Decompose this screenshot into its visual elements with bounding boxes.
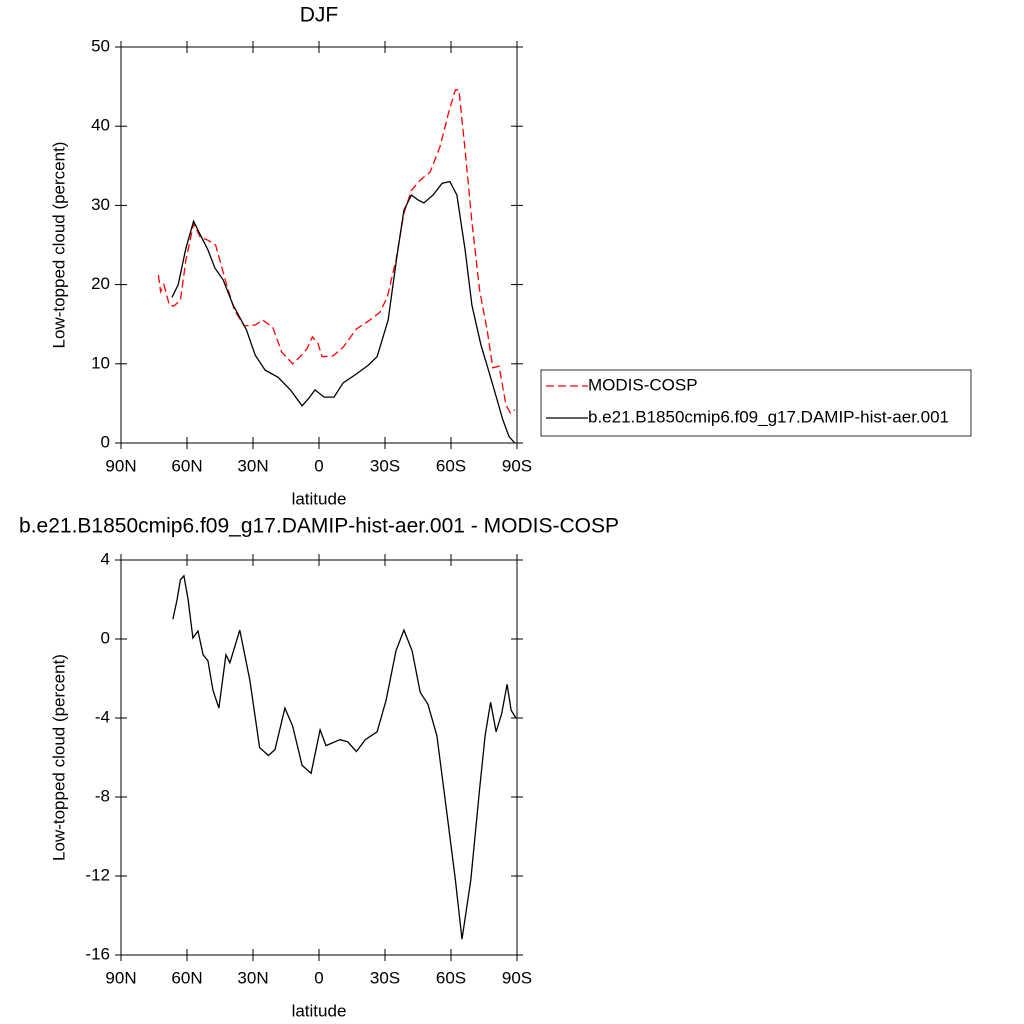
x-tick-label: 60N xyxy=(171,968,202,987)
y-tick-label: 30 xyxy=(91,195,110,214)
x-tick-label: 0 xyxy=(314,968,323,987)
chart-title: DJF xyxy=(300,4,339,27)
y-axis-label: Low-topped cloud (percent) xyxy=(49,654,68,861)
x-axis-label: latitude xyxy=(292,1001,347,1020)
x-tick-label: 60S xyxy=(436,456,466,475)
plot-frame xyxy=(120,46,518,444)
x-tick-label: 30N xyxy=(237,456,268,475)
x-tick-label: 0 xyxy=(314,456,323,475)
x-tick-label: 60N xyxy=(171,456,202,475)
y-tick-label: 4 xyxy=(101,549,110,568)
data-line xyxy=(172,574,517,940)
y-tick-label: 40 xyxy=(91,116,110,135)
x-tick-label: 90S xyxy=(502,968,532,987)
y-tick-label: 0 xyxy=(101,628,110,647)
x-tick-label: 90N xyxy=(105,968,136,987)
x-tick-label: 60S xyxy=(436,968,466,987)
y-axis-label: Low-topped cloud (percent) xyxy=(49,142,68,349)
x-tick-label: 90S xyxy=(502,456,532,475)
legend-box xyxy=(540,369,972,437)
chart-title: b.e21.B1850cmip6.f09_g17.DAMIP-hist-aer.… xyxy=(19,515,619,538)
legend-label: b.e21.B1850cmip6.f09_g17.DAMIP-hist-aer.… xyxy=(588,407,949,426)
y-tick-label: 50 xyxy=(91,36,110,55)
y-tick-label: -16 xyxy=(85,944,110,963)
y-tick-label: 20 xyxy=(91,274,110,293)
y-tick-label: -4 xyxy=(95,707,110,726)
x-tick-label: 30S xyxy=(370,456,400,475)
y-tick-label: 10 xyxy=(91,353,110,372)
y-tick-label: -8 xyxy=(95,786,110,805)
data-line xyxy=(157,89,516,414)
x-axis-label: latitude xyxy=(292,489,347,508)
data-line xyxy=(171,180,516,444)
legend-label: MODIS-COSP xyxy=(588,375,698,394)
x-tick-label: 30N xyxy=(237,968,268,987)
x-tick-label: 30S xyxy=(370,968,400,987)
x-tick-label: 90N xyxy=(105,456,136,475)
y-tick-label: 0 xyxy=(101,432,110,451)
y-tick-label: -12 xyxy=(85,865,110,884)
